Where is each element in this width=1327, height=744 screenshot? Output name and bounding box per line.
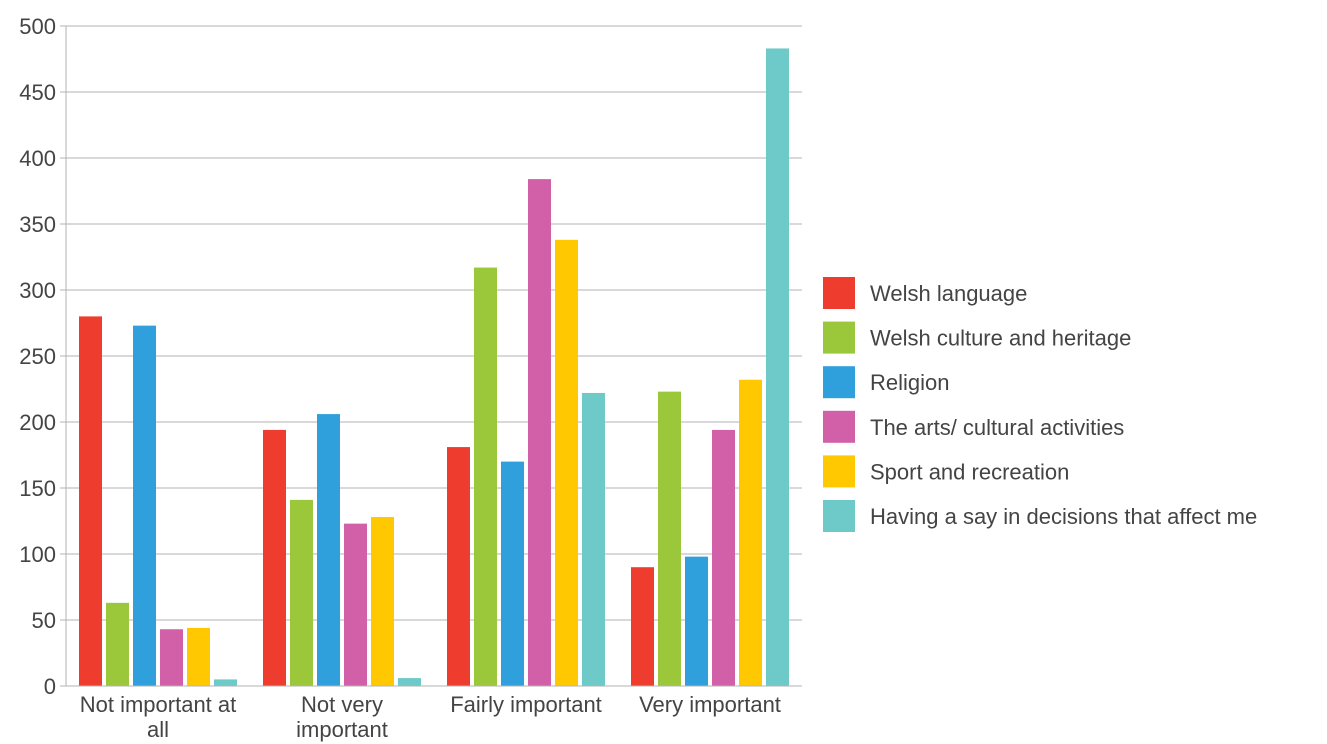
x-axis: Not important at all Not very important Fair…: [66, 685, 802, 742]
x-tick-label: Not important at all: [80, 692, 237, 742]
y-tick-label: 200: [19, 410, 56, 435]
y-tick-label: 500: [19, 14, 56, 39]
y-tick-label: 0: [44, 674, 56, 699]
y-tick-label: 150: [19, 476, 56, 501]
bar: [739, 379, 762, 686]
bar: [263, 429, 286, 686]
legend-label: Welsh culture and heritage: [870, 326, 1131, 351]
legend-label: The arts/ cultural activities: [870, 415, 1124, 440]
legend-swatch: [823, 455, 855, 488]
bar: [474, 267, 497, 686]
x-tick-label: Very important: [639, 692, 781, 717]
bars: [79, 48, 789, 686]
bar: [582, 392, 605, 686]
bar: [133, 325, 156, 686]
legend-swatch: [823, 410, 855, 443]
legend-swatch: [823, 277, 855, 309]
legend-label: Sport and recreation: [870, 459, 1069, 484]
bar: [106, 602, 129, 686]
bar: [555, 239, 578, 686]
legend-label: Welsh language: [870, 281, 1027, 306]
bar: [631, 567, 654, 686]
bar: [160, 629, 183, 686]
legend-swatch: [823, 500, 855, 532]
legend-label: Religion: [870, 370, 950, 395]
bar: [398, 678, 421, 686]
x-tick-label-line: all: [147, 717, 169, 742]
legend-label: Having a say in decisions that affect me: [870, 504, 1257, 529]
y-tick-label: 350: [19, 212, 56, 237]
y-axis: 0 50 100 150 200 250 300 350 400 450 500: [19, 14, 67, 699]
bar: [344, 523, 367, 686]
legend-swatch: [823, 366, 855, 399]
bar: [371, 517, 394, 686]
x-tick-label-line: Very important: [639, 692, 781, 717]
gridlines: [66, 25, 802, 687]
y-tick-label: 450: [19, 80, 56, 105]
x-tick-label: Fairly important: [450, 692, 602, 717]
y-tick-label: 300: [19, 278, 56, 303]
bar: [290, 499, 313, 686]
legend-swatch: [823, 321, 855, 354]
bar: [447, 447, 470, 686]
x-tick-label-line: Not important at: [80, 692, 237, 717]
bar: [501, 461, 524, 686]
y-tick-label: 100: [19, 542, 56, 567]
bar: [317, 414, 340, 686]
bar: [187, 627, 210, 686]
y-tick-label: 250: [19, 344, 56, 369]
y-tick-label: 400: [19, 146, 56, 171]
x-tick-label-line: Not very: [301, 692, 383, 717]
y-tick-label: 50: [32, 608, 56, 633]
x-tick-label: Not very important: [296, 692, 388, 742]
bar: [79, 316, 102, 686]
x-tick-label-line: Fairly important: [450, 692, 602, 717]
bar: [685, 556, 708, 686]
bar: [658, 391, 681, 686]
bar: [766, 48, 789, 686]
legend: Welsh language Welsh culture and heritage…: [823, 277, 1257, 532]
bar: [214, 679, 237, 686]
x-tick-label-line: important: [296, 717, 388, 742]
bar: [528, 179, 551, 686]
bar: [712, 429, 735, 686]
